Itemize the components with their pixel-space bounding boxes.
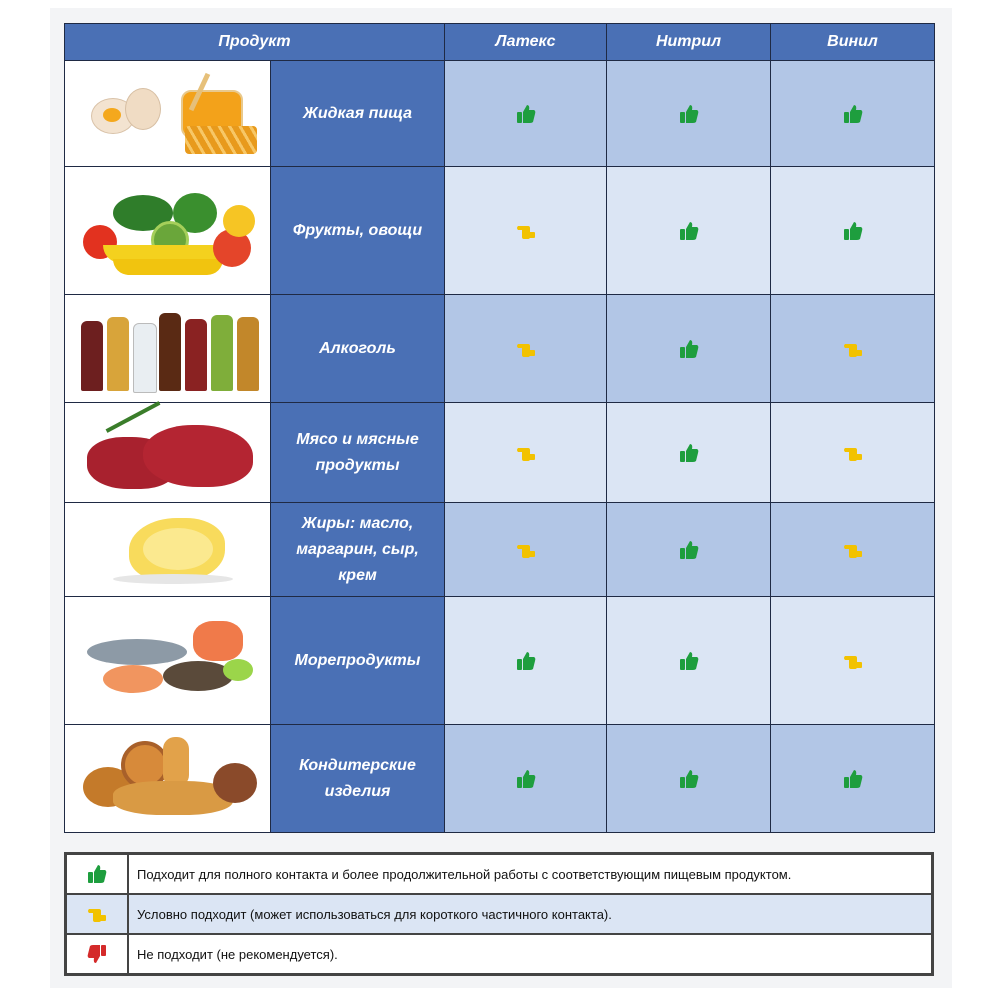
thumbs-up-green-icon	[842, 220, 864, 242]
rating-nitrile	[606, 724, 771, 833]
table-row: Мясо и мясные продукты	[64, 400, 935, 503]
thumbs-up-green-icon	[678, 338, 700, 360]
table-row: Жидкая пища	[64, 60, 935, 167]
table-row: Фрукты, овощи	[64, 166, 935, 295]
legend-text-conditional: Условно подходит (может использоваться д…	[128, 894, 932, 934]
rating-latex	[444, 502, 607, 597]
rating-vinyl	[770, 166, 935, 295]
fruits-vegetables-icon	[73, 185, 263, 277]
rating-vinyl	[770, 402, 935, 503]
thumbs-side-yellow-icon	[515, 539, 537, 561]
product-image-cell	[64, 166, 271, 295]
thumbs-up-green-icon	[515, 650, 537, 672]
rating-nitrile	[606, 294, 771, 403]
rating-vinyl	[770, 60, 935, 167]
legend-icon-cell	[66, 894, 128, 934]
rating-nitrile	[606, 596, 771, 725]
table-row: Морепродукты	[64, 596, 935, 725]
legend-row-good: Подходит для полного контакта и более пр…	[66, 854, 932, 894]
legend-icon-cell	[66, 854, 128, 894]
header-product: Продукт	[64, 23, 445, 61]
table-row: Алкоголь	[64, 294, 935, 403]
table-row: Жиры: масло, маргарин, сыр, крем	[64, 502, 935, 597]
rating-nitrile	[606, 60, 771, 167]
thumbs-up-green-icon	[86, 863, 108, 885]
thumbs-side-yellow-icon	[86, 903, 108, 925]
product-image-cell	[64, 294, 271, 403]
rating-latex	[444, 724, 607, 833]
rating-vinyl	[770, 596, 935, 725]
table-row: Кондитерские изделия	[64, 724, 935, 833]
product-name: Жиры: масло, маргарин, сыр, крем	[270, 502, 445, 597]
product-image-cell	[64, 60, 271, 167]
compatibility-table: Продукт Латекс Нитрил Винил Жидкая пища Ф…	[64, 23, 935, 833]
thumbs-up-green-icon	[515, 768, 537, 790]
legend-row-conditional: Условно подходит (может использоваться д…	[66, 894, 932, 934]
legend-text-bad: Не подходит (не рекомендуется).	[128, 934, 932, 974]
header-vinyl: Винил	[770, 23, 935, 61]
rating-nitrile	[606, 166, 771, 295]
thumbs-side-yellow-icon	[842, 442, 864, 464]
seafood-icon	[73, 615, 263, 707]
product-image-cell	[64, 724, 271, 833]
rating-vinyl	[770, 724, 935, 833]
header-latex: Латекс	[444, 23, 607, 61]
legend-table: Подходит для полного контакта и более пр…	[64, 852, 934, 976]
thumbs-side-yellow-icon	[842, 650, 864, 672]
pastry-icon	[73, 733, 263, 825]
thumbs-side-yellow-icon	[515, 338, 537, 360]
legend-text-good: Подходит для полного контакта и более пр…	[128, 854, 932, 894]
thumbs-side-yellow-icon	[515, 442, 537, 464]
thumbs-up-green-icon	[678, 650, 700, 672]
product-image-cell	[64, 596, 271, 725]
product-name: Морепродукты	[270, 596, 445, 725]
thumbs-up-green-icon	[515, 103, 537, 125]
rating-vinyl	[770, 502, 935, 597]
legend-row-bad: Не подходит (не рекомендуется).	[66, 934, 932, 974]
rating-nitrile	[606, 402, 771, 503]
product-name: Жидкая пища	[270, 60, 445, 167]
thumbs-up-green-icon	[678, 768, 700, 790]
thumbs-up-green-icon	[678, 103, 700, 125]
bottles-icon	[73, 303, 263, 395]
legend-icon-cell	[66, 934, 128, 974]
header-nitrile: Нитрил	[606, 23, 771, 61]
product-name: Мясо и мясные продукты	[270, 402, 445, 503]
thumbs-down-red-icon	[86, 943, 108, 965]
thumbs-up-green-icon	[842, 768, 864, 790]
rating-latex	[444, 60, 607, 167]
product-name: Алкоголь	[270, 294, 445, 403]
thumbs-up-green-icon	[842, 103, 864, 125]
rating-latex	[444, 294, 607, 403]
rating-latex	[444, 402, 607, 503]
rating-vinyl	[770, 294, 935, 403]
thumbs-side-yellow-icon	[842, 539, 864, 561]
eggs-honey-icon	[73, 68, 263, 160]
product-name: Фрукты, овощи	[270, 166, 445, 295]
thumbs-up-green-icon	[678, 539, 700, 561]
thumbs-up-green-icon	[678, 220, 700, 242]
rating-latex	[444, 166, 607, 295]
header-row: Продукт Латекс Нитрил Винил	[64, 23, 935, 61]
thumbs-side-yellow-icon	[515, 220, 537, 242]
product-name: Кондитерские изделия	[270, 724, 445, 833]
meat-icon	[73, 400, 263, 499]
rating-latex	[444, 596, 607, 725]
thumbs-side-yellow-icon	[842, 338, 864, 360]
product-image-cell	[64, 400, 271, 503]
thumbs-up-green-icon	[678, 442, 700, 464]
product-image-cell	[64, 502, 271, 597]
rating-nitrile	[606, 502, 771, 597]
butter-curl-icon	[73, 504, 263, 596]
